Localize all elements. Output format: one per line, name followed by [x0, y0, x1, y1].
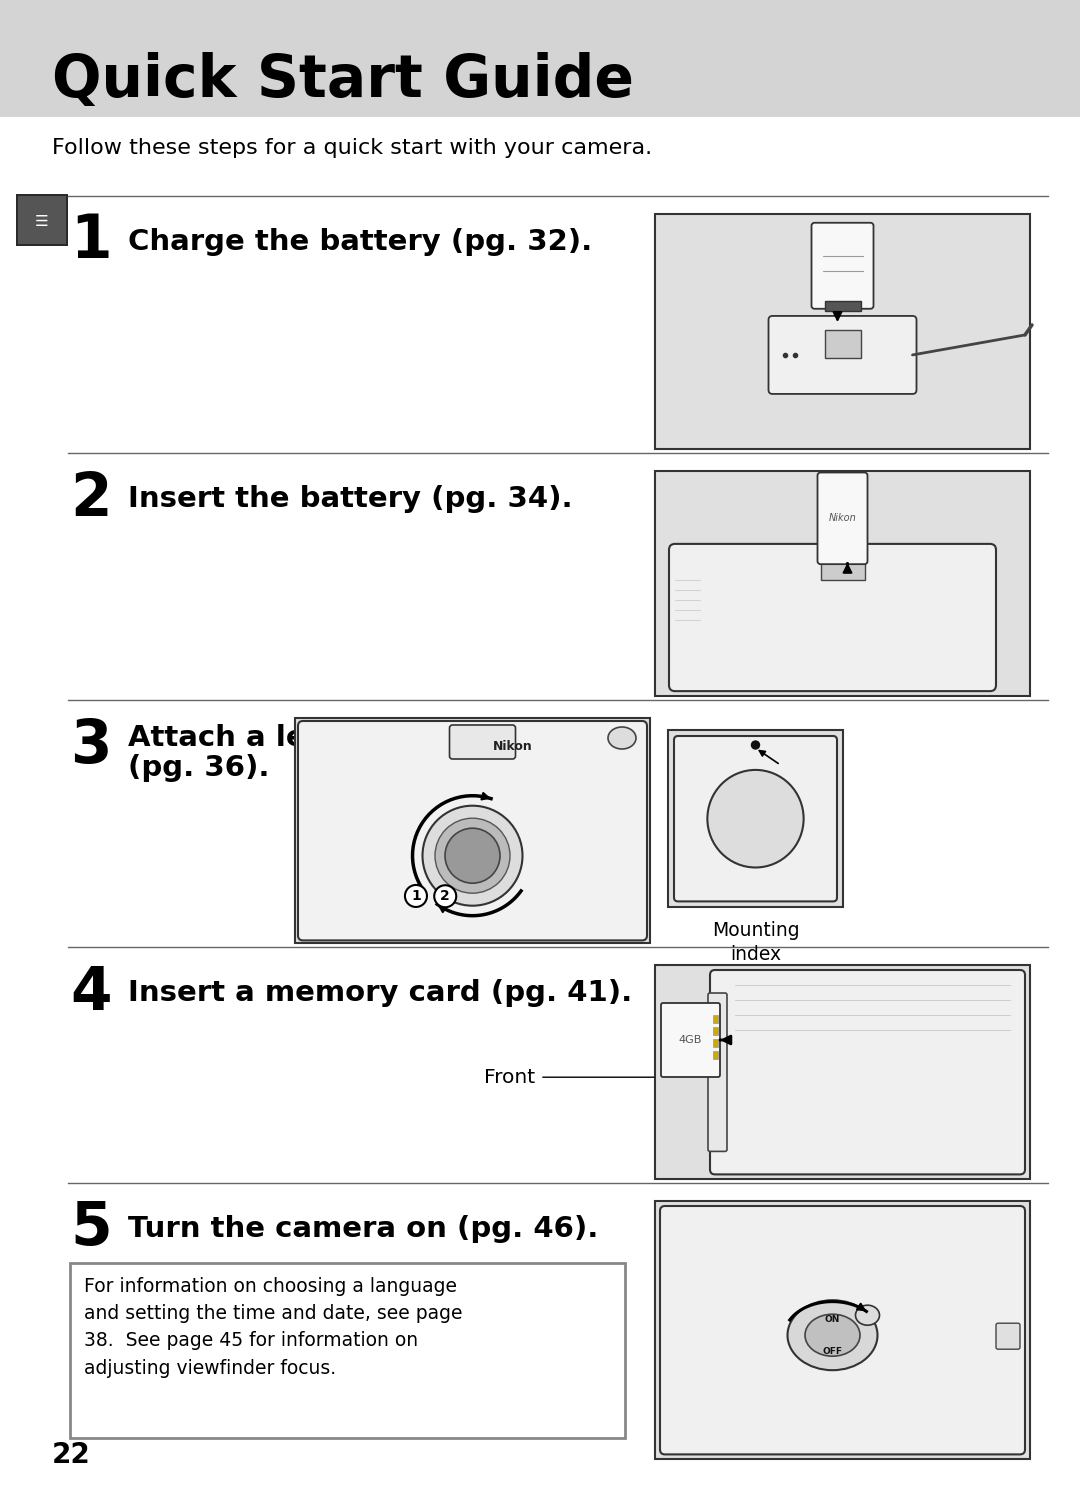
Text: Nikon: Nikon — [492, 740, 532, 752]
Ellipse shape — [435, 819, 510, 893]
Text: 4GB: 4GB — [679, 1036, 702, 1045]
Text: Turn the camera on (pg. 46).: Turn the camera on (pg. 46). — [129, 1216, 598, 1242]
Text: Follow these steps for a quick start with your camera.: Follow these steps for a quick start wit… — [52, 138, 652, 158]
Ellipse shape — [787, 1300, 877, 1370]
Ellipse shape — [855, 1305, 879, 1326]
Bar — [654, 964, 1030, 1180]
FancyBboxPatch shape — [660, 1207, 1025, 1455]
Bar — [824, 330, 861, 358]
Ellipse shape — [422, 805, 523, 905]
Bar — [824, 300, 861, 311]
Bar — [70, 1263, 625, 1438]
FancyBboxPatch shape — [710, 970, 1025, 1174]
Bar — [16, 195, 68, 247]
Bar — [295, 718, 650, 944]
Bar — [713, 1015, 718, 1022]
FancyBboxPatch shape — [449, 725, 515, 759]
Text: 1: 1 — [70, 212, 111, 272]
Text: ☰: ☰ — [36, 214, 49, 229]
Ellipse shape — [608, 727, 636, 749]
FancyBboxPatch shape — [769, 317, 917, 394]
Text: Insert a memory card (pg. 41).: Insert a memory card (pg. 41). — [129, 979, 632, 1008]
FancyBboxPatch shape — [811, 223, 874, 309]
Bar — [713, 1051, 718, 1060]
Ellipse shape — [434, 886, 456, 908]
Text: Nikon: Nikon — [828, 513, 856, 523]
FancyBboxPatch shape — [669, 544, 996, 691]
Text: For information on choosing a language
and setting the time and date, see page
3: For information on choosing a language a… — [84, 1276, 462, 1378]
Text: 1: 1 — [411, 889, 421, 903]
Text: (pg. 36).: (pg. 36). — [129, 753, 270, 782]
Text: 4: 4 — [70, 963, 111, 1022]
Bar — [654, 471, 1030, 697]
FancyBboxPatch shape — [818, 473, 867, 565]
Text: Attach a lens: Attach a lens — [129, 724, 343, 752]
Ellipse shape — [752, 742, 759, 749]
FancyBboxPatch shape — [674, 736, 837, 902]
Bar — [654, 1201, 1030, 1459]
Bar — [713, 1039, 718, 1048]
Ellipse shape — [707, 770, 804, 868]
Ellipse shape — [405, 886, 427, 906]
Text: 2: 2 — [70, 470, 111, 529]
Ellipse shape — [805, 1314, 860, 1357]
Text: OFF: OFF — [823, 1346, 842, 1355]
FancyBboxPatch shape — [661, 1003, 720, 1077]
Ellipse shape — [445, 828, 500, 883]
FancyBboxPatch shape — [708, 993, 727, 1152]
Text: ON: ON — [825, 1315, 840, 1324]
Bar — [0, 0, 1080, 117]
FancyBboxPatch shape — [996, 1323, 1020, 1349]
Text: 22: 22 — [52, 1441, 91, 1470]
Bar — [654, 214, 1030, 449]
Text: Mounting
index: Mounting index — [712, 921, 799, 964]
Text: 5: 5 — [70, 1199, 111, 1259]
Bar — [821, 550, 864, 580]
Text: 2: 2 — [441, 889, 450, 903]
Text: 3: 3 — [70, 716, 111, 776]
Bar — [669, 730, 843, 908]
FancyBboxPatch shape — [298, 721, 647, 941]
Text: Charge the battery (pg. 32).: Charge the battery (pg. 32). — [129, 227, 592, 256]
Text: Quick Start Guide: Quick Start Guide — [52, 52, 634, 108]
Bar — [18, 196, 66, 244]
Text: Insert the battery (pg. 34).: Insert the battery (pg. 34). — [129, 484, 572, 513]
Bar — [713, 1027, 718, 1036]
Text: Front: Front — [484, 1068, 535, 1086]
